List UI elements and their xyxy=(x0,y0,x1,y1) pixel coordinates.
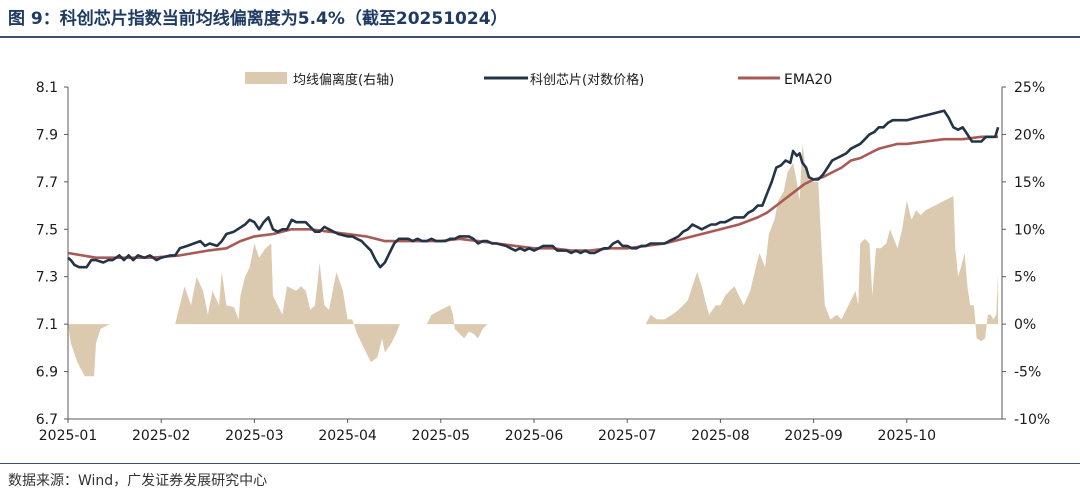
x-tick-label: 2025-03 xyxy=(225,428,284,444)
source-note: 数据来源：Wind，广发证券发展研究中心 xyxy=(8,473,268,489)
y-left-tick-label: 7.9 xyxy=(36,127,58,143)
y-right-tick-label: -10% xyxy=(1014,412,1050,428)
y-left-tick-label: 6.7 xyxy=(36,412,58,428)
x-tick-label: 2025-09 xyxy=(784,428,843,444)
x-tick-label: 2025-05 xyxy=(412,428,471,444)
deviation-area xyxy=(68,143,999,377)
y-right-tick-label: 0% xyxy=(1014,317,1036,333)
title-divider xyxy=(0,36,1080,38)
x-tick-label: 2025-01 xyxy=(39,428,98,444)
y-left-tick-label: 8.1 xyxy=(36,80,58,96)
deviation-area-layer xyxy=(68,143,999,377)
page-title: 图 9：科创芯片指数当前均线偏离度为5.4%（截至20251024） xyxy=(8,9,508,29)
y-right-tick-label: -5% xyxy=(1014,365,1041,381)
y-left-tick-label: 7.1 xyxy=(36,317,58,333)
y-left-tick-label: 6.9 xyxy=(36,365,58,381)
x-tick-label: 2025-04 xyxy=(318,428,377,444)
price-lines-layer xyxy=(67,109,1000,269)
y-left-tick-label: 7.5 xyxy=(36,222,58,238)
legend-swatch-deviation xyxy=(245,72,287,84)
y-right-tick-label: 20% xyxy=(1014,127,1045,143)
index-price-line xyxy=(67,109,1000,269)
x-tick-label: 2025-07 xyxy=(598,428,657,444)
y-right-tick-label: 25% xyxy=(1014,80,1045,96)
y-left-tick-label: 7.3 xyxy=(36,270,58,286)
y-left-tick-label: 7.7 xyxy=(36,175,58,191)
x-tick-label: 2025-06 xyxy=(505,428,564,444)
legend-label-index: 科创芯片(对数价格) xyxy=(530,72,644,88)
legend-label-ema: EMA20 xyxy=(784,72,832,88)
deviation-chart: 6.7 6.9 7.1 7.3 7.5 7.7 7.9 8.1 -10% -5% 0% 5% 10% 15… xyxy=(36,72,1050,444)
axes-layer: 6.7 6.9 7.1 7.3 7.5 7.7 7.9 8.1 -10% -5% 0% 5% 10% 15… xyxy=(36,80,1050,444)
x-tick-label: 2025-10 xyxy=(878,428,937,444)
y-right-tick-label: 10% xyxy=(1014,222,1045,238)
y-right-tick-label: 5% xyxy=(1014,270,1036,286)
legend: 均线偏离度(右轴) 科创芯片(对数价格) EMA20 xyxy=(245,72,832,88)
x-tick-label: 2025-02 xyxy=(132,428,191,444)
x-tick-label: 2025-08 xyxy=(691,428,750,444)
footer-divider xyxy=(0,463,1080,464)
legend-label-deviation: 均线偏离度(右轴) xyxy=(293,72,394,88)
y-right-tick-label: 15% xyxy=(1014,175,1045,191)
ema20-line xyxy=(67,135,999,259)
